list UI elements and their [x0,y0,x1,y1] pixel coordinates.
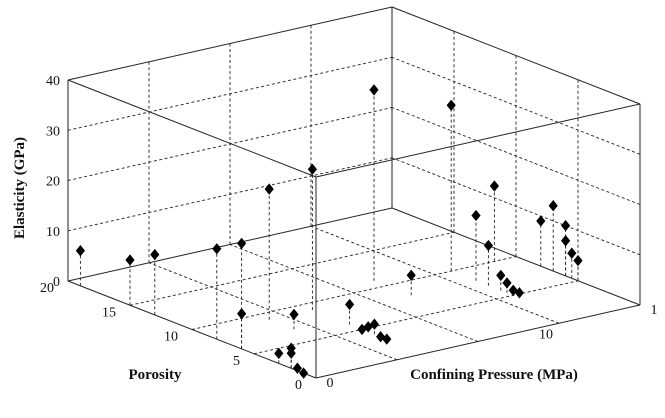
data-point [548,200,558,212]
y-tick-label: 20 [40,281,54,296]
data-point [376,331,386,343]
data-point [292,362,302,374]
data-point [483,239,493,252]
box-edge [67,79,317,178]
data-point [274,347,284,360]
z-tick-label: 0 [53,275,60,290]
grid-line [229,244,479,342]
y-tick-label: 5 [233,354,240,369]
data-point [573,254,583,267]
data-point [406,269,416,281]
data-point [264,183,274,195]
data-point [382,333,392,345]
data-point [369,318,379,330]
box-edge [67,207,393,282]
x-tick-label: 1 [651,303,658,318]
y-tick-label: 15 [102,305,116,320]
x-tick-label: 0 [327,376,334,391]
z-tick-label: 40 [46,74,60,89]
box-edge [315,304,641,379]
data-point [514,287,524,299]
data-point [150,248,160,261]
data-point [299,367,309,379]
z-axis-label: Elasticity (GPa) [12,137,28,239]
data-point [237,308,247,320]
data-point [307,163,317,175]
data-points [75,84,583,379]
data-point [496,269,506,282]
data-point [369,84,379,96]
data-point [237,237,247,250]
data-point [75,245,85,257]
x-axis-label: Confining Pressure (MPa) [410,367,578,383]
data-point [212,243,222,255]
y-axis-label: Porosity [128,367,182,383]
z-tick-label: 20 [46,175,60,190]
grid-line [148,262,398,361]
box-edge [67,6,393,81]
y-tick-label: 10 [164,330,178,345]
grid-line [310,225,560,324]
box-edge [391,6,641,105]
box-edge [67,280,317,379]
y-tick-label: 0 [295,378,302,393]
axes-box [67,6,641,379]
box-edge [391,207,641,306]
x-tick-label: 10 [539,327,553,342]
data-point [286,342,296,354]
data-point [289,308,299,321]
data-point [125,254,135,266]
z-tick-label: 30 [46,124,60,139]
data-point [489,180,499,192]
z-tick-label: 10 [46,225,60,240]
data-point [567,247,577,259]
data-point [561,235,571,247]
stem-lines [79,89,579,371]
grid-lines [67,25,641,361]
data-point [536,215,546,227]
box-edge [315,103,641,178]
data-point [561,219,571,232]
data-point [446,99,456,111]
data-point [345,298,355,311]
data-point [471,209,481,222]
data-point [502,277,512,289]
